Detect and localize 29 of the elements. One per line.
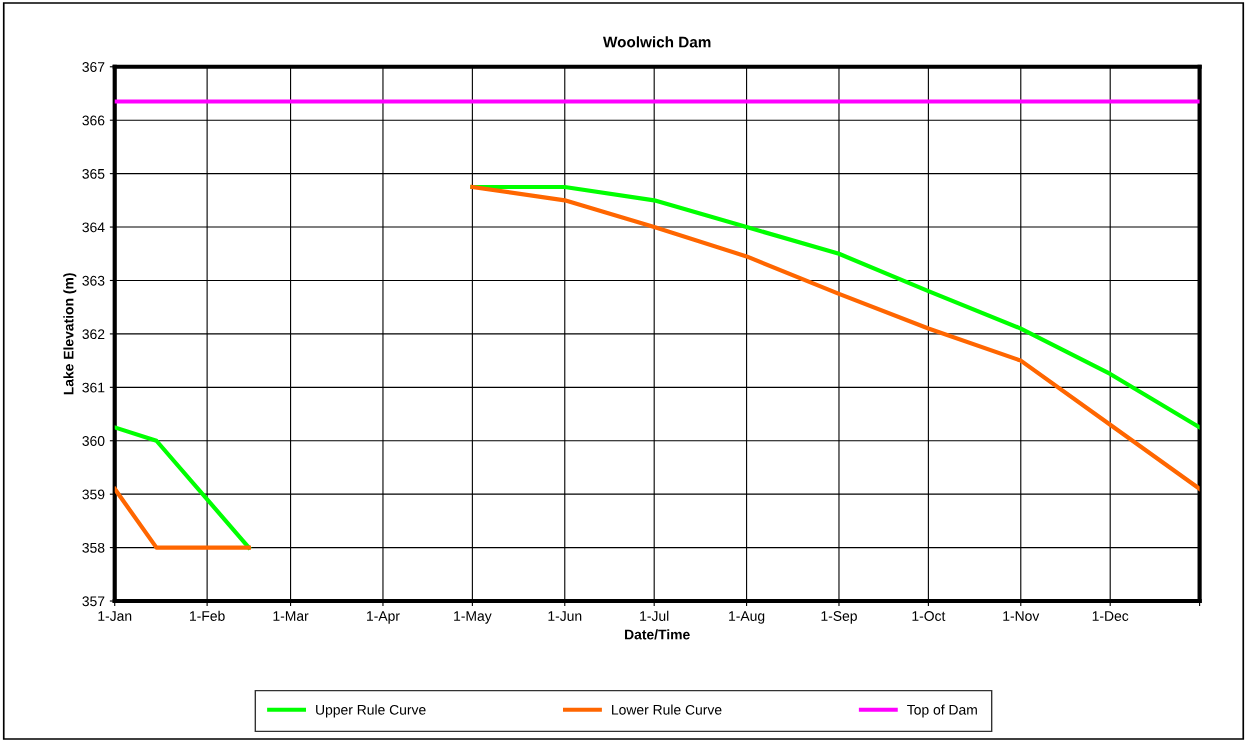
chart-title: Woolwich Dam	[603, 36, 711, 48]
x-tick-label: 1-Feb	[190, 610, 225, 621]
y-tick-label: 357	[82, 596, 105, 607]
x-tick-label: 1-Nov	[1003, 611, 1040, 621]
x-tick-label: 1-May	[454, 611, 492, 624]
x-tick-label: 1-Jun	[548, 611, 582, 621]
legend-label: Top of Dam	[907, 704, 977, 718]
x-tick-label: 1-Jul	[640, 610, 669, 621]
y-tick-label: 362	[82, 329, 105, 340]
y-tick-label: 358	[82, 542, 105, 553]
x-tick-label: 1-Apr	[367, 611, 400, 624]
legend-label: Lower Rule Curve	[612, 704, 722, 715]
legend-label: Upper Rule Curve	[316, 704, 426, 718]
x-tick-label: 1-Sep	[821, 611, 857, 624]
y-tick-label: 363	[82, 275, 105, 286]
x-axis-title: Date/Time	[625, 629, 690, 640]
x-tick-label: 1-Jan	[98, 611, 132, 621]
y-axis-title: Lake Elevation (m)	[63, 273, 77, 395]
y-tick-label: 365	[82, 168, 105, 179]
x-tick-label: 1-Mar	[273, 611, 309, 621]
x-tick-label: 1-Dec	[1092, 611, 1129, 621]
y-tick-label: 359	[82, 489, 105, 500]
y-tick-label: 361	[82, 382, 105, 393]
y-tick-label: 367	[82, 62, 105, 72]
x-tick-label: 1-Oct	[912, 611, 946, 621]
x-tick-label: 1-Aug	[729, 611, 765, 624]
y-tick-label: 366	[82, 115, 105, 126]
y-tick-label: 360	[82, 436, 105, 446]
y-tick-label: 364	[82, 222, 105, 233]
